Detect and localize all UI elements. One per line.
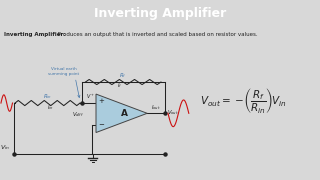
Text: $I_f$: $I_f$	[117, 81, 123, 90]
Text: $I_{out}$: $I_{out}$	[151, 103, 161, 112]
Text: Virtual earth
summing point: Virtual earth summing point	[48, 67, 80, 76]
Text: $V^+$: $V^+$	[86, 92, 95, 101]
Text: $V_{in}$: $V_{in}$	[0, 143, 11, 152]
Text: $R_{in}$: $R_{in}$	[43, 93, 52, 101]
Text: Inverting Amplifier:: Inverting Amplifier:	[4, 32, 65, 37]
Text: $R_f$: $R_f$	[119, 71, 127, 80]
Text: −: −	[98, 122, 104, 128]
Text: +: +	[98, 98, 104, 104]
Text: $V_{out}$: $V_{out}$	[167, 109, 179, 118]
Polygon shape	[96, 94, 147, 132]
Text: A: A	[121, 109, 128, 118]
Text: $I_{in}$: $I_{in}$	[47, 103, 54, 112]
Text: Produces an output that is inverted and scaled based on resistor values.: Produces an output that is inverted and …	[56, 32, 257, 37]
Text: $V_{diff}$: $V_{diff}$	[72, 110, 84, 119]
Text: Inverting Amplifier: Inverting Amplifier	[94, 6, 226, 20]
Text: $V_{out} = -\!\left(\dfrac{R_f}{R_{in}}\right)\!V_{in}$: $V_{out} = -\!\left(\dfrac{R_f}{R_{in}}\…	[200, 86, 286, 115]
